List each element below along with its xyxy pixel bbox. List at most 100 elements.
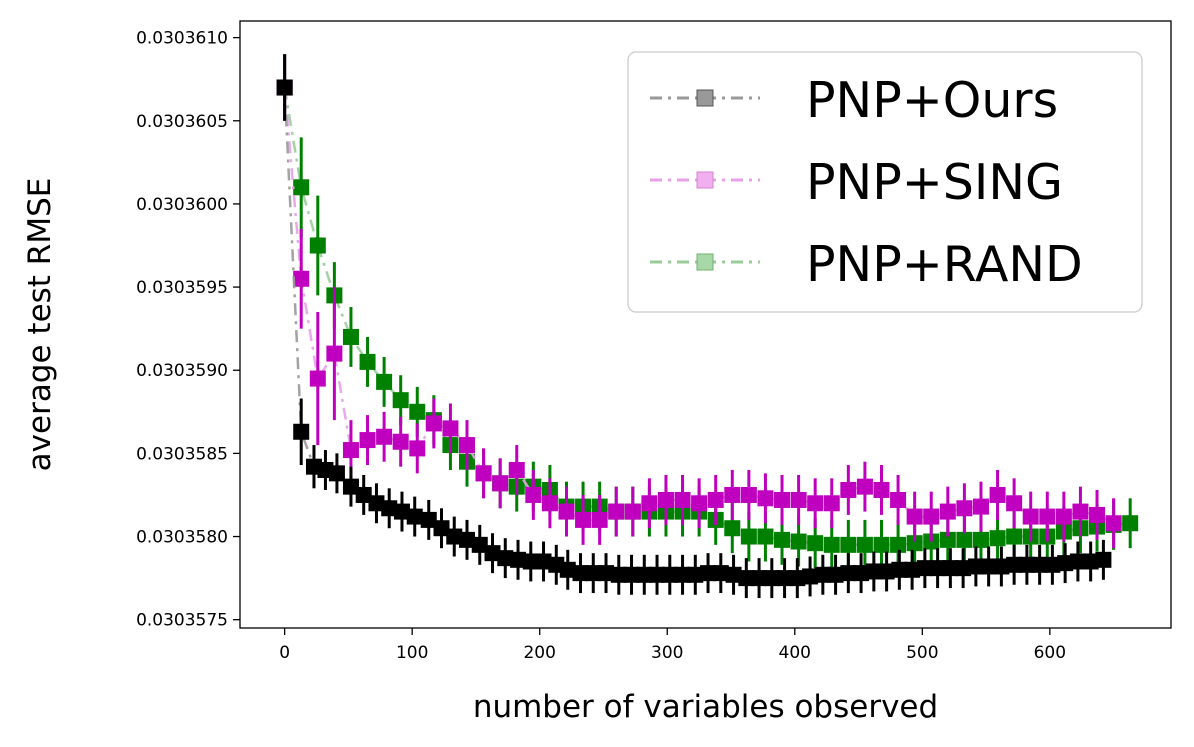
- data-point: [700, 565, 717, 582]
- data-point: [740, 486, 757, 503]
- y-tick-label: 0.0303575: [136, 611, 228, 631]
- data-point: [1105, 515, 1122, 532]
- data-point: [890, 536, 907, 553]
- data-point: [1039, 508, 1056, 525]
- data-point: [674, 491, 691, 508]
- data-point: [751, 570, 768, 587]
- data-point: [823, 536, 840, 553]
- data-point: [856, 478, 873, 495]
- x-tick-label: 100: [396, 643, 428, 663]
- data-point: [738, 570, 755, 587]
- data-point: [1006, 528, 1023, 545]
- data-point: [591, 511, 608, 528]
- data-point: [774, 531, 791, 548]
- data-point: [856, 536, 873, 553]
- data-point: [522, 553, 539, 570]
- data-point: [1044, 556, 1061, 573]
- data-point: [342, 442, 359, 459]
- data-point: [674, 566, 691, 583]
- data-point: [359, 432, 376, 449]
- data-point: [433, 520, 450, 537]
- axis-ticks: 0 100 200 300 400 500 600 0.0303575 0.0303580 0.0…: [136, 29, 1066, 663]
- data-point: [906, 508, 923, 525]
- data-point: [814, 566, 831, 583]
- data-point: [757, 528, 774, 545]
- legend-box: [627, 51, 1143, 313]
- data-point: [342, 328, 359, 345]
- data-point: [1082, 553, 1099, 570]
- data-point: [763, 570, 780, 587]
- data-point: [420, 511, 437, 528]
- data-point: [1089, 506, 1106, 523]
- x-axis-label: number of variables observed: [473, 689, 938, 725]
- data-point: [1006, 495, 1023, 512]
- data-point: [409, 440, 426, 457]
- data-point: [293, 179, 310, 196]
- legend: PNP+Ours PNP+SING PNP+RAND: [627, 51, 1143, 313]
- data-point: [942, 560, 959, 577]
- data-point: [878, 563, 895, 580]
- data-point: [873, 481, 890, 498]
- data-point: [904, 561, 921, 578]
- data-point: [359, 353, 376, 370]
- series-pnp-sing: [276, 54, 1122, 549]
- x-tick-label: 400: [779, 643, 811, 663]
- data-point: [790, 491, 807, 508]
- data-point: [840, 565, 857, 582]
- x-tick-label: 0: [279, 643, 290, 663]
- data-point: [776, 570, 793, 587]
- legend-entry-rand: PNP+RAND: [650, 236, 1083, 293]
- data-point: [691, 495, 708, 512]
- data-point: [774, 491, 791, 508]
- data-point: [707, 491, 724, 508]
- data-point: [1022, 508, 1039, 525]
- data-point: [381, 500, 398, 517]
- data-point: [1031, 556, 1048, 573]
- plot-area: [276, 54, 1139, 599]
- x-tick-label: 600: [1034, 643, 1066, 663]
- data-point: [575, 511, 592, 528]
- data-point: [623, 566, 640, 583]
- legend-marker-rand: [696, 253, 714, 271]
- data-point: [923, 508, 940, 525]
- data-point: [1122, 515, 1139, 532]
- data-point: [425, 415, 442, 432]
- y-tick-label: 0.0303585: [136, 444, 228, 464]
- data-point: [1069, 553, 1086, 570]
- data-point: [789, 570, 806, 587]
- data-point: [980, 558, 997, 575]
- data-point: [525, 486, 542, 503]
- data-point: [890, 491, 907, 508]
- data-point: [497, 550, 514, 567]
- y-tick-label: 0.0303590: [136, 361, 228, 381]
- data-point: [471, 536, 488, 553]
- legend-marker-sing: [696, 171, 714, 189]
- data-point: [687, 566, 704, 583]
- data-point: [608, 503, 625, 520]
- data-point: [309, 370, 326, 387]
- data-point: [446, 528, 463, 545]
- data-point: [1006, 556, 1023, 573]
- y-tick-label: 0.0303580: [136, 528, 228, 548]
- data-point: [559, 561, 576, 578]
- data-point: [475, 465, 492, 482]
- x-tick-label: 300: [651, 643, 683, 663]
- data-point: [1095, 551, 1112, 568]
- data-point: [409, 403, 426, 420]
- y-tick-label: 0.0303610: [136, 29, 228, 49]
- data-point: [939, 503, 956, 520]
- data-point: [1057, 555, 1074, 572]
- data-point: [807, 495, 824, 512]
- data-point: [757, 490, 774, 507]
- data-point: [906, 535, 923, 552]
- data-point: [376, 373, 393, 390]
- data-point: [342, 478, 359, 495]
- data-point: [724, 520, 741, 537]
- legend-label-ours: PNP+Ours: [806, 72, 1058, 129]
- data-point: [873, 536, 890, 553]
- data-point: [393, 503, 410, 520]
- series-pnp-ours: [276, 54, 1112, 599]
- data-point: [541, 495, 558, 512]
- legend-entry-sing: PNP+SING: [650, 154, 1063, 211]
